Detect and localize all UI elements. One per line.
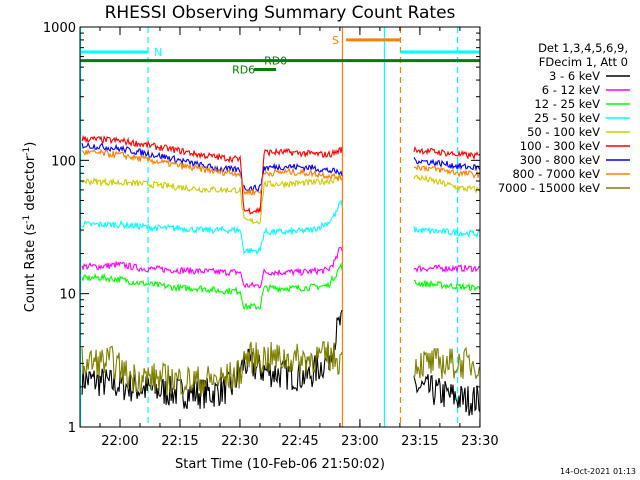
legend: Det 1,3,4,5,6,9, FDecim 1, Att 0 3 - 6 k… — [498, 41, 630, 195]
x-tick-label-6: 23:30 — [461, 434, 498, 449]
y-tick-label-3: 1000 — [43, 21, 76, 36]
x-tick-label-1: 22:15 — [161, 434, 198, 449]
x-tick-label-2: 22:30 — [221, 434, 258, 449]
series-line-2 — [81, 262, 480, 311]
legend-label-3: 25 - 50 keV — [534, 111, 600, 125]
series-line-8 — [81, 341, 480, 398]
y-axis-label: Count Rate (s-1 detector-1) — [22, 142, 38, 313]
series-line-7 — [81, 148, 480, 197]
legend-header-1: Det 1,3,4,5,6,9, — [538, 41, 628, 55]
series-line-3 — [82, 199, 480, 256]
x-tick-label-4: 23:00 — [341, 434, 378, 449]
series-line-4 — [81, 172, 480, 225]
legend-header-2: FDecim 1, Att 0 — [539, 55, 628, 69]
series-line-5 — [81, 134, 480, 216]
annotation-label-3: RD0 — [264, 55, 287, 68]
legend-label-4: 50 - 100 keV — [527, 125, 600, 139]
legend-label-0: 3 - 6 keV — [549, 69, 600, 83]
plot-area: N S RD0 RD6 — [80, 27, 480, 427]
annotation-label-4: RD6 — [232, 64, 255, 77]
y-tick-label-2: 100 — [51, 154, 76, 169]
annotation-label-0: N — [154, 46, 162, 59]
annotation-label-2: S — [332, 34, 339, 47]
series-line-6 — [81, 141, 480, 193]
timestamp: 14-Oct-2021 01:13 — [560, 467, 636, 476]
y-axis: 1 10 100 1000 — [43, 21, 480, 436]
y-tick-label-1: 10 — [59, 288, 76, 303]
series-line-1 — [81, 246, 480, 289]
legend-label-1: 6 - 12 keV — [542, 83, 600, 97]
legend-label-7: 800 - 7000 keV — [512, 167, 600, 181]
legend-label-2: 12 - 25 keV — [534, 97, 600, 111]
legend-label-5: 100 - 300 keV — [520, 139, 600, 153]
x-tick-label-0: 22:00 — [101, 434, 138, 449]
x-tick-label-5: 23:15 — [401, 434, 438, 449]
chart-title: RHESSI Observing Summary Count Rates — [105, 3, 456, 23]
y-tick-label-0: 1 — [68, 421, 76, 436]
x-axis-label: Start Time (10-Feb-06 21:50:02) — [175, 457, 385, 472]
x-axis: 22:00 22:15 22:30 22:45 23:00 23:15 23:30 — [99, 27, 499, 449]
plot-content — [80, 27, 480, 427]
legend-label-6: 300 - 800 keV — [520, 153, 600, 167]
legend-label-8: 7000 - 15000 keV — [498, 181, 600, 195]
x-tick-label-3: 22:45 — [281, 434, 318, 449]
